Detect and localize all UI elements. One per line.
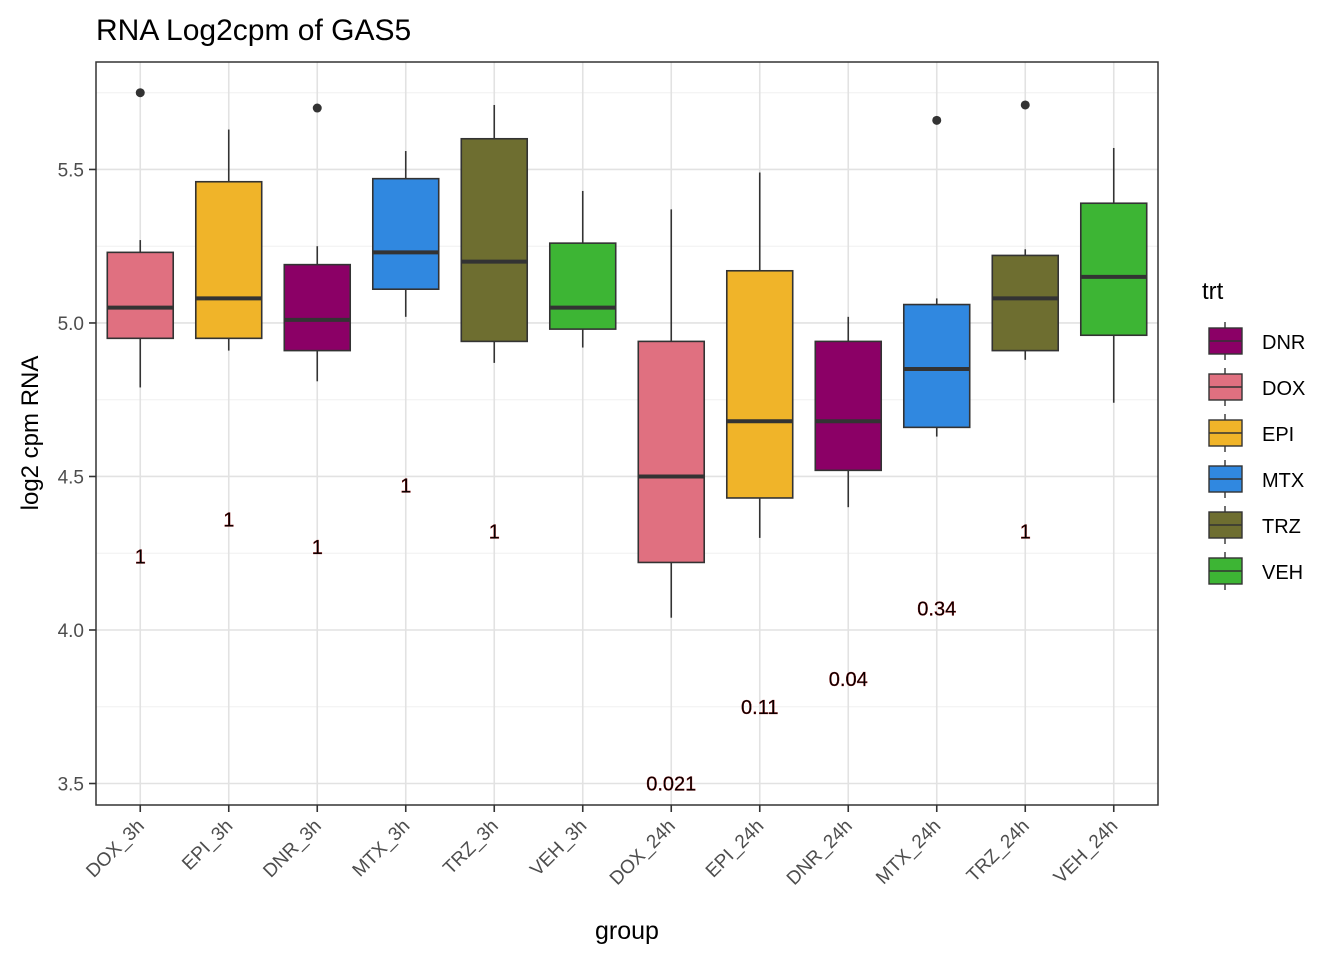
x-tick-label: DOX_3h [82,816,148,882]
pvalue-label: 1 [135,546,146,568]
legend-label: DOX [1262,378,1305,400]
legend-label: DNR [1262,332,1305,354]
y-tick-label: 5.0 [58,314,84,335]
x-tick-label: EPI_24h [702,816,768,882]
x-tick-label: EPI_3h [178,816,237,875]
pvalue-label: 0.021 [646,774,696,796]
box-DOX_3h [106,88,175,388]
box-VEH_3h [548,190,617,348]
plot-panel-border [95,61,1159,806]
legend-item-trz: TRZ [1208,506,1301,544]
box-VEH_24h [1079,147,1148,403]
y-tick-label: 4.0 [58,621,84,642]
x-tick-label: DNR_3h [259,816,325,882]
chart-title: RNA Log2cpm of GAS5 [96,14,411,47]
y-tick-label: 4.5 [58,467,84,488]
box-iqr [371,177,440,290]
outlier-point [932,115,942,125]
x-tick-label: DNR_24h [783,816,857,890]
box-DNR_3h [283,103,352,382]
y-tick-label: 3.5 [58,775,84,796]
box-EPI_3h [194,129,263,351]
x-tick-label: TRZ_24h [963,816,1034,887]
outlier-point [312,103,322,113]
legend-item-dnr: DNR [1208,322,1305,360]
box-iqr [725,269,794,499]
box-iqr [460,137,529,343]
box-iqr [283,263,352,352]
y-axis: 3.5 4.0 4.5 5.0 5.5 [58,160,96,796]
box-iqr [194,180,263,340]
box-iqr [991,254,1060,352]
legend-label: TRZ [1262,516,1301,538]
legend-item-mtx: MTX [1208,460,1304,498]
legend-item-veh: VEH [1208,552,1303,590]
legend-item-epi: EPI [1208,414,1294,452]
box-iqr [106,251,175,340]
legend-label: EPI [1262,424,1294,446]
box-TRZ_3h [460,104,529,363]
x-axis-label: group [595,917,659,945]
box-MTX_3h [371,151,440,317]
box-DNR_24h [814,316,883,508]
pvalue-label: 1 [312,537,323,559]
x-tick-label: DOX_24h [606,816,680,890]
outlier-point [135,88,145,98]
x-tick-label: VEH_24h [1050,816,1122,888]
legend: trt DNR DOX EPI MTX TRZ VEH [1202,278,1305,590]
legend-label: MTX [1262,470,1304,492]
pvalue-label: 0.04 [829,669,868,691]
boxes-layer [106,88,1148,618]
pvalue-label: 1 [223,509,234,531]
pvalue-label: 0.34 [917,599,956,621]
legend-item-dox: DOX [1208,368,1305,406]
legend-title: trt [1202,278,1224,305]
x-tick-label: TRZ_3h [439,816,502,879]
box-iqr [902,303,971,429]
outlier-point [1020,100,1030,110]
box-TRZ_24h [991,100,1060,360]
box-DOX_24h [637,209,706,618]
legend-label: VEH [1262,562,1303,584]
pvalue-label: 0.11 [741,697,778,719]
box-MTX_24h [902,115,971,437]
box-iqr [548,242,617,330]
box-iqr [1079,202,1148,337]
pvalue-label: 1 [1020,522,1031,544]
x-tick-label: MTX_3h [349,816,415,882]
pvalue-label: 1 [400,476,411,498]
x-tick-label: VEH_3h [526,816,591,881]
pvalue-labels: 1 1 1 1 1 0.021 0.11 0.04 0.34 1 [135,476,1031,796]
plot-panel [96,62,1158,805]
y-tick-label: 5.5 [58,160,84,181]
box-iqr [814,340,883,472]
box-EPI_24h [725,172,794,538]
x-axis: DOX_3h EPI_3h DNR_3h MTX_3h TRZ_3h VEH_3h DOX_… [82,805,1122,890]
pvalue-label: 1 [489,522,500,544]
x-tick-label: MTX_24h [872,816,945,889]
box-iqr [637,340,706,564]
y-axis-label: log2 cpm RNA [17,356,44,511]
